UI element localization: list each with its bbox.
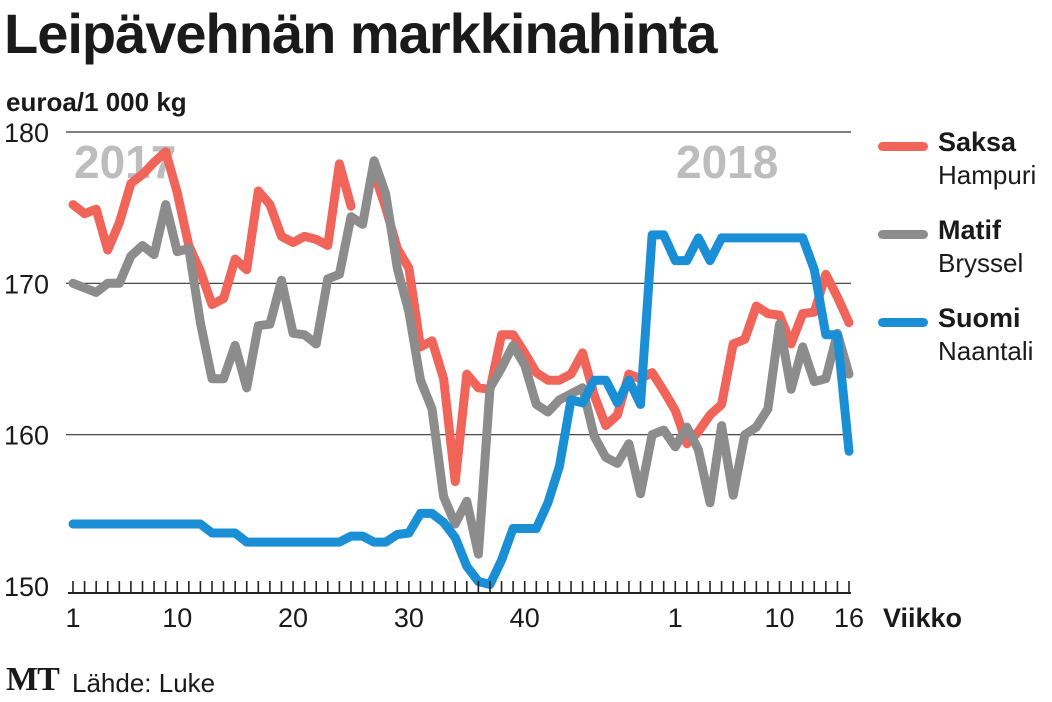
x-tick-label: 1: [65, 603, 80, 633]
legend-sub: Bryssel: [938, 248, 1024, 278]
legend-name: Suomi: [938, 303, 1021, 333]
y-tick-label: 160: [4, 421, 49, 451]
x-tick-label: 1: [668, 603, 683, 633]
chart-title: Leipävehnän markkinahinta: [4, 2, 718, 65]
legend-swatch-suomi: [878, 318, 928, 327]
series-lines: [68, 147, 854, 589]
legend-swatch-saksa: [878, 142, 928, 151]
y-tick-label: 150: [4, 572, 49, 602]
series-line-suomi: [68, 230, 854, 589]
x-tick-label: 30: [394, 603, 424, 633]
x-tick-label: 10: [162, 603, 192, 633]
legend-name: Saksa: [938, 127, 1017, 157]
legend-swatch-matif: [878, 230, 928, 239]
y-tick-label: 180: [4, 118, 49, 148]
year-labels: 2017 2018: [74, 136, 778, 188]
legend-sub: Hampuri: [938, 160, 1037, 190]
x-axis: [68, 581, 851, 594]
y-tick-labels: 150 160 170 180: [4, 118, 49, 602]
y-tick-label: 170: [4, 269, 49, 299]
x-tick-label: 16: [834, 603, 864, 633]
series-line-matif: [68, 156, 854, 559]
x-tick-label: 20: [278, 603, 308, 633]
x-tick-label: 40: [510, 603, 540, 633]
y-axis-unit-label: euroa/1 000 kg: [6, 87, 187, 117]
x-tick-label: 10: [764, 603, 794, 633]
series-line-saksa: [68, 147, 854, 487]
year-label: 2018: [676, 136, 778, 188]
legend-sub: Naantali: [938, 336, 1034, 366]
publisher-logo: MT: [6, 661, 60, 698]
source-note: Lähde: Luke: [72, 668, 216, 698]
legend-name: Matif: [938, 215, 1001, 245]
x-tick-labels: 1 10 20 30 40 1 10 16 Viikko: [65, 603, 962, 633]
x-axis-title: Viikko: [883, 603, 962, 633]
